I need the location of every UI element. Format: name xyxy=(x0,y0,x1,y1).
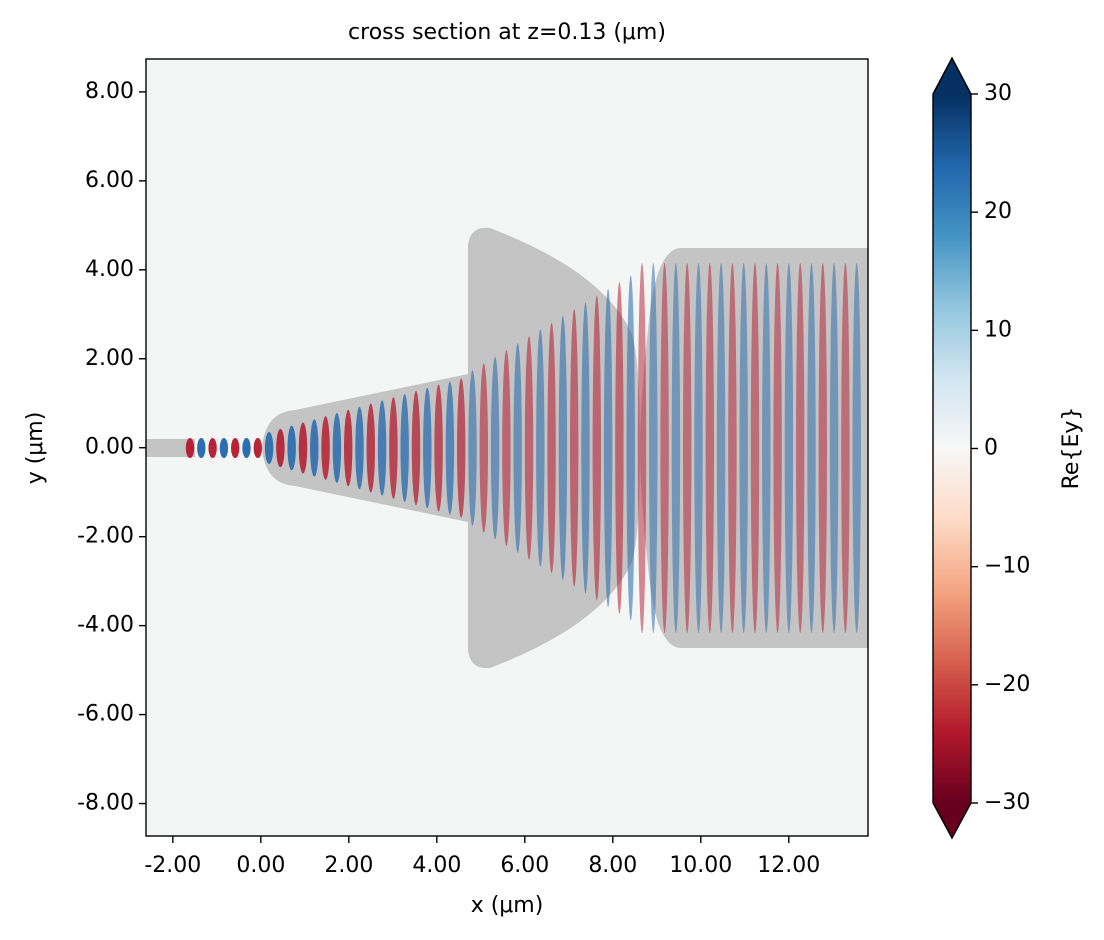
field-stripe xyxy=(603,288,613,608)
chart-title: cross section at z=0.13 (μm) xyxy=(348,20,666,45)
colorbar xyxy=(933,94,971,803)
y-tick-label: 4.00 xyxy=(85,257,134,282)
x-tick-label: 2.00 xyxy=(324,853,373,878)
field-stripe xyxy=(389,397,398,499)
field-stripe xyxy=(626,275,635,621)
field-stripe xyxy=(344,409,353,487)
field-stripe xyxy=(592,295,601,601)
field-stripe xyxy=(310,419,319,477)
x-tick-label: 0.00 xyxy=(236,853,285,878)
field-stripe xyxy=(716,263,726,633)
field-stripe xyxy=(457,378,466,518)
field-stripe xyxy=(683,263,692,633)
field-stripe xyxy=(728,263,737,633)
field-stripe xyxy=(615,282,624,614)
field-stripe xyxy=(287,425,296,471)
field-stripe xyxy=(513,343,522,553)
field-stripe xyxy=(445,381,455,515)
field-stripe xyxy=(739,263,748,633)
field-stripe xyxy=(208,438,217,458)
field-stripe xyxy=(490,356,500,540)
y-tick-label: 6.00 xyxy=(85,168,134,193)
field-stripe xyxy=(197,438,206,458)
field-pattern xyxy=(185,263,861,633)
field-stripe xyxy=(773,263,782,633)
field-stripe xyxy=(829,263,839,633)
field-stripe xyxy=(264,432,274,464)
field-stripe xyxy=(253,438,262,458)
field-stripe xyxy=(649,263,658,633)
y-tick-label: -6.00 xyxy=(77,702,134,727)
field-stripe xyxy=(524,336,534,560)
field-stripe xyxy=(784,263,794,633)
input-waveguide xyxy=(146,439,195,457)
x-tick-label: 8.00 xyxy=(588,853,637,878)
x-axis-label: x (μm) xyxy=(471,893,544,918)
y-tick-label: -4.00 xyxy=(77,613,134,638)
x-tick-label: 6.00 xyxy=(500,853,549,878)
field-stripe xyxy=(660,263,669,633)
field-stripe xyxy=(231,438,240,458)
y-tick-label: 8.00 xyxy=(85,79,134,104)
field-stripe xyxy=(355,406,364,490)
x-tick-label: 12.00 xyxy=(757,853,820,878)
field-stripe xyxy=(366,403,375,493)
field-stripe xyxy=(411,390,421,506)
field-stripe xyxy=(671,263,681,633)
field-stripe xyxy=(400,394,409,502)
field-stripe xyxy=(242,438,251,458)
field-stripe xyxy=(762,263,771,633)
field-stripe xyxy=(841,263,850,633)
field-stripe xyxy=(479,363,488,533)
colorbar-tick-label: 30 xyxy=(984,81,1012,106)
field-stripe xyxy=(796,263,805,633)
field-stripe xyxy=(818,263,827,633)
field-stripe xyxy=(468,370,477,526)
y-tick-label: -8.00 xyxy=(77,791,134,816)
field-stripe xyxy=(536,329,545,567)
y-tick-label: -2.00 xyxy=(77,524,134,549)
field-stripe xyxy=(276,428,285,468)
colorbar-tick-label: 20 xyxy=(984,199,1012,224)
field-stripe xyxy=(558,316,568,580)
colorbar-tick-label: 0 xyxy=(984,436,998,461)
field-stripe xyxy=(185,438,195,458)
field-stripe xyxy=(807,263,816,633)
field-stripe xyxy=(570,309,579,587)
field-stripe xyxy=(694,263,703,633)
x-tick-label: 4.00 xyxy=(412,853,461,878)
field-stripe xyxy=(637,263,647,633)
field-stripe xyxy=(547,322,556,574)
field-stripe xyxy=(219,438,229,458)
colorbar-tick-label: 10 xyxy=(984,317,1012,342)
field-stripe xyxy=(332,413,342,483)
field-stripe xyxy=(502,349,511,547)
structure xyxy=(146,227,868,669)
field-stripe xyxy=(423,387,432,509)
colorbar-tick-label: −20 xyxy=(984,672,1030,697)
field-stripe xyxy=(705,263,714,633)
field-stripe xyxy=(321,416,330,480)
colorbar-tick-label: −10 xyxy=(984,554,1030,579)
y-tick-label: 2.00 xyxy=(85,346,134,371)
colorbar-tick-label: −30 xyxy=(984,790,1030,815)
field-stripe xyxy=(581,302,590,594)
field-stripe xyxy=(750,263,760,633)
y-axis-label: y (μm) xyxy=(23,412,48,485)
colorbar-extend-top xyxy=(933,58,971,94)
y-tick-label: 0.00 xyxy=(85,435,134,460)
x-tick-label: -2.00 xyxy=(144,853,201,878)
field-stripe xyxy=(852,263,861,633)
x-tick-label: 10.00 xyxy=(669,853,732,878)
field-stripe xyxy=(377,400,387,496)
field-stripe xyxy=(298,422,308,474)
colorbar-extend-bottom xyxy=(933,803,971,838)
field-stripe xyxy=(434,384,443,512)
colorbar-label: Re{Ey} xyxy=(1059,407,1084,490)
